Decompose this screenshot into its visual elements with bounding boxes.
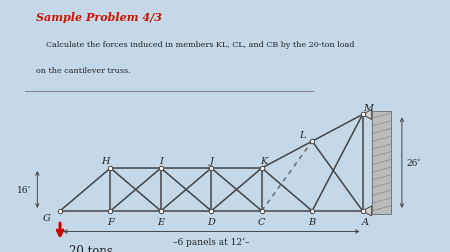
Text: –6 panels at 12’–: –6 panels at 12’– [173,237,250,246]
Polygon shape [363,206,372,216]
Text: C: C [258,217,266,226]
Text: B: B [309,217,316,226]
Polygon shape [363,110,372,120]
Bar [372,112,391,214]
Text: E: E [158,217,164,226]
Text: on the cantilever truss.: on the cantilever truss. [36,67,131,75]
Text: K: K [261,156,268,165]
Text: D: D [207,217,215,226]
Text: Sample Problem 4/3: Sample Problem 4/3 [36,12,162,23]
Text: H: H [101,156,110,165]
Text: 20 tons: 20 tons [69,244,113,252]
Text: 26’: 26’ [406,159,420,168]
Text: 16’: 16’ [17,185,32,194]
Text: G: G [43,213,51,222]
Text: M: M [364,104,374,112]
Text: Calculate the forces induced in members KL, CL, and CB by the 20-ton load: Calculate the forces induced in members … [36,41,355,49]
Text: J: J [209,156,213,165]
Text: A: A [362,217,369,226]
Text: L: L [299,130,305,139]
Text: I: I [159,156,163,165]
Text: F: F [107,217,114,226]
